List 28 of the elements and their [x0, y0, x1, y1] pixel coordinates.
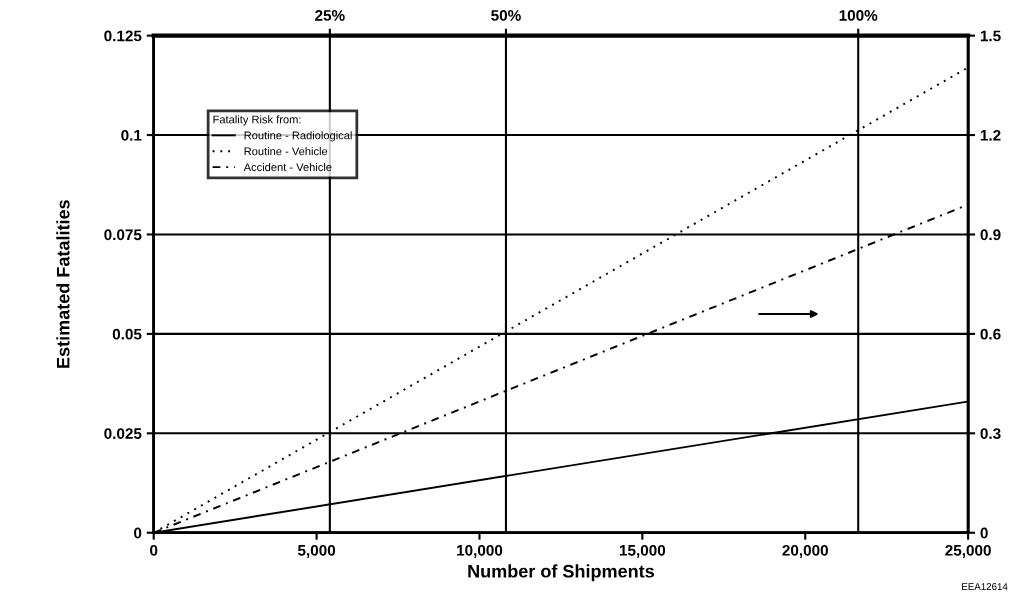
text: EEA12614	[962, 583, 1008, 590]
x2-tick-label: 100%	[839, 9, 878, 21]
x-tick-label: 0	[150, 544, 158, 556]
y-tick-label: 0.025	[104, 428, 142, 439]
y2-tick-label: 0.6	[980, 328, 1001, 340]
y-tick-label: 0.05	[112, 328, 142, 340]
y2-tick-label: 0.9	[980, 229, 1001, 241]
y-tick-label: 0	[134, 527, 142, 539]
x-tick-label: 25,000	[945, 544, 991, 558]
legend-label: Routine - Vehicle	[244, 147, 328, 156]
legend-title: Fatality Risk from:	[213, 115, 301, 126]
y2-tick-label: 1.2	[980, 129, 1001, 141]
x-tick-label: 15,000	[619, 544, 666, 558]
x-axis-title: Number of Shipments	[468, 564, 654, 582]
x-tick-label: 10,000	[457, 544, 503, 558]
y-axis-title: Estimated Fatalities	[56, 200, 70, 368]
legend-label: Routine - Radiological	[244, 131, 352, 142]
y2-tick-label: 1.5	[980, 30, 1001, 42]
legend-label: Accident - Vehicle	[243, 162, 332, 172]
y2-tick-label: 0	[980, 527, 988, 539]
y2-tick-label: 0.3	[980, 428, 1001, 440]
x2-tick-label: 25%	[315, 9, 345, 21]
x-tick-label: 5,000	[297, 544, 336, 558]
y-tick-label: 0.075	[104, 229, 142, 241]
x-tick-label: 20,000	[782, 544, 828, 558]
y-tick-label: 0.1	[121, 129, 142, 141]
y-tick-label: 0.125	[104, 30, 142, 42]
x2-tick-label: 50%	[491, 9, 521, 21]
